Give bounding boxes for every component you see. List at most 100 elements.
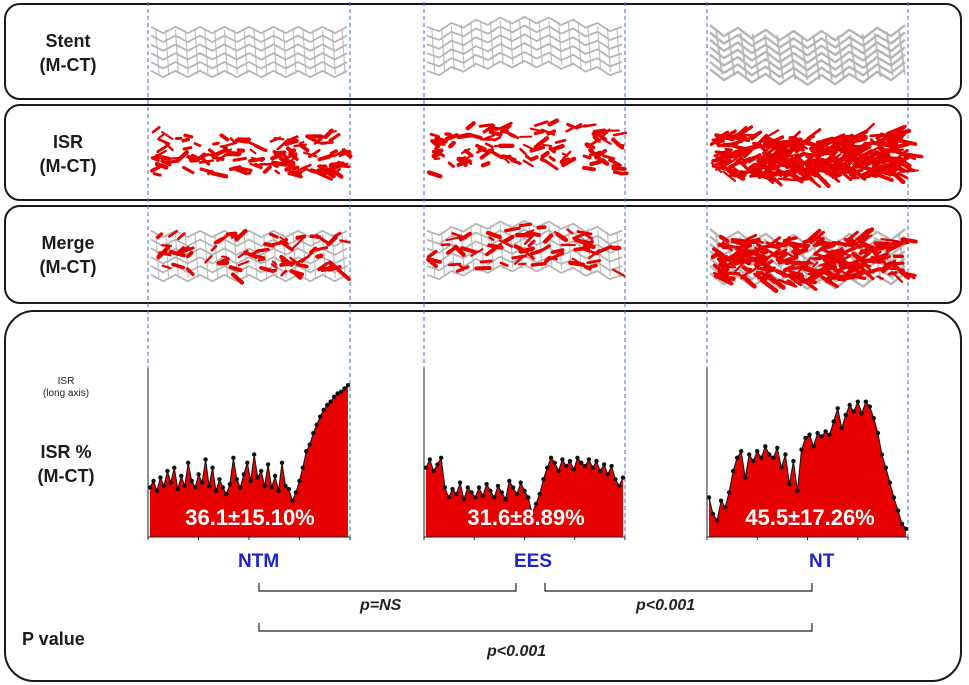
isr-fragment <box>523 234 535 245</box>
isr-fragment <box>444 133 459 142</box>
isr-fragment <box>725 129 737 138</box>
isr-fragment <box>488 236 495 242</box>
isr-fragment <box>721 241 733 252</box>
stent-strut-ring <box>150 52 348 61</box>
isr-fragment <box>513 244 524 252</box>
stent-connector <box>763 34 772 79</box>
stent-connector <box>441 231 446 276</box>
isr-point <box>262 483 267 489</box>
isr-fragment <box>575 122 583 129</box>
isr-fragment <box>831 241 847 247</box>
isr-point <box>231 455 236 460</box>
isr-fragment <box>176 232 186 241</box>
stent-connector <box>331 29 336 75</box>
stent-connector <box>897 30 906 75</box>
isr-fragment <box>320 140 334 145</box>
isr-point <box>265 462 271 467</box>
isr-fragment <box>460 246 477 254</box>
isr-fragment <box>271 161 279 168</box>
stent-strut-ring <box>426 15 623 33</box>
isr-point <box>851 409 856 414</box>
isr-fragment <box>744 153 762 162</box>
isr-fragment <box>734 172 746 181</box>
isr-fragment <box>602 128 611 137</box>
isr-fragment <box>845 164 856 174</box>
isr-fragment <box>735 247 755 253</box>
isr-fragment <box>729 151 744 159</box>
isr-fragment <box>561 152 569 157</box>
isr-fragment <box>815 172 831 189</box>
isr-point <box>799 447 804 452</box>
isr-point <box>168 480 173 485</box>
isr-fragment <box>601 154 616 161</box>
isr-point <box>590 465 595 470</box>
stent-connector <box>849 34 858 79</box>
stent-connector <box>460 24 465 69</box>
isr-point <box>210 465 215 470</box>
isr-point <box>827 432 832 437</box>
stent-connector <box>616 29 621 74</box>
isr-fragment <box>561 156 577 168</box>
isr-fragment <box>337 160 349 168</box>
isr-point <box>227 482 233 487</box>
stent-connector <box>341 29 346 75</box>
stent-connector <box>263 29 268 75</box>
isr-fragment <box>891 171 906 185</box>
isr-line-ntm <box>149 384 349 503</box>
isr-fragment <box>591 130 609 136</box>
isr-fragment <box>859 227 875 241</box>
isr-point <box>495 483 501 489</box>
isr-fragment <box>611 164 626 171</box>
isr-point <box>759 455 764 460</box>
isr-fragment <box>739 156 748 164</box>
isr-fragment <box>518 222 533 228</box>
isr-fragment <box>895 142 910 149</box>
isr-fragment <box>775 252 788 262</box>
isr-fragment <box>161 131 174 141</box>
isr-point <box>175 486 180 492</box>
isr-fragment <box>460 132 470 138</box>
isr-fragment <box>451 232 467 240</box>
isr-fragment <box>252 253 266 260</box>
isr-point <box>552 460 557 465</box>
isr-fragment <box>820 275 839 289</box>
isr-pct-line1: ISR % <box>40 442 92 462</box>
isr-fragment <box>859 122 876 138</box>
isr-fragment <box>511 254 528 260</box>
isr-fragment <box>313 134 324 139</box>
isr-fragment <box>156 232 164 240</box>
stent-strut-ring <box>709 24 906 42</box>
isr-point <box>803 435 808 441</box>
isr-point <box>710 511 716 517</box>
isr-fragment <box>795 176 810 182</box>
isr-point <box>579 460 584 465</box>
isr-fragment <box>465 121 476 131</box>
isr-point <box>582 463 588 469</box>
isr-fragment <box>736 125 754 138</box>
isr-fragment <box>339 239 351 244</box>
isr-fragment <box>589 263 598 269</box>
isr-fragment <box>833 266 847 273</box>
stent-strut-ring <box>150 238 348 247</box>
isr-point <box>598 468 603 474</box>
isr-fragment <box>228 265 243 273</box>
isr-fragment <box>878 241 898 249</box>
isr-point <box>259 468 264 474</box>
stent-connector <box>194 233 199 279</box>
isr-fragment <box>300 168 307 174</box>
isr-point <box>255 475 260 480</box>
isr-point <box>714 518 720 523</box>
isr-fragment <box>740 170 753 174</box>
isr-point <box>541 477 546 482</box>
isr-fragment <box>582 154 592 160</box>
isr-fragment <box>715 139 725 145</box>
isr-fragment <box>288 170 303 176</box>
isr-fragment <box>710 162 723 174</box>
isr-fragment <box>728 252 743 259</box>
isr-fragment <box>317 153 335 162</box>
isr-fragment <box>230 272 245 285</box>
stent-strut-ring <box>426 219 623 237</box>
isr-point <box>154 488 160 493</box>
isr-fragment <box>796 165 805 174</box>
isr-axis-line2: (long axis) <box>42 388 90 399</box>
